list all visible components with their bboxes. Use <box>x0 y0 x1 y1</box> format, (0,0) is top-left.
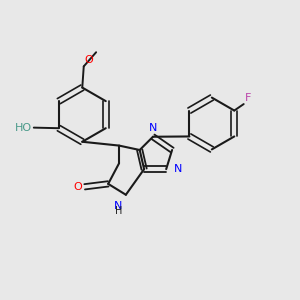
Text: N: N <box>174 164 182 174</box>
Text: N: N <box>114 201 122 211</box>
Text: HO: HO <box>15 123 32 133</box>
Text: N: N <box>149 123 158 133</box>
Text: O: O <box>73 182 82 192</box>
Text: F: F <box>245 94 251 103</box>
Text: H: H <box>115 206 122 216</box>
Text: O: O <box>85 55 93 65</box>
